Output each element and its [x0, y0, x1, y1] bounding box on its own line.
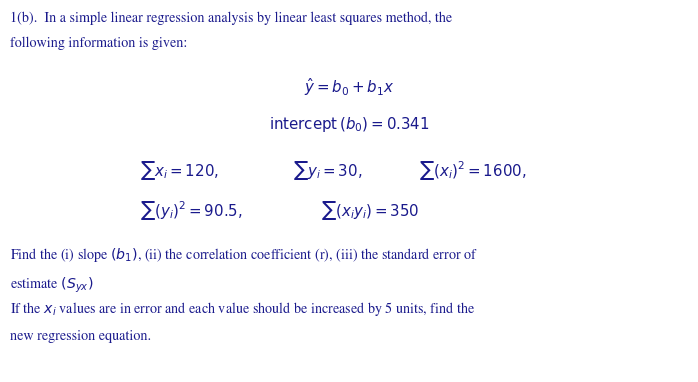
Text: $\sum y_i = 30,$: $\sum y_i = 30,$ — [293, 159, 362, 181]
Text: $\sum (y_i)^2 = 90.5,$: $\sum (y_i)^2 = 90.5,$ — [140, 199, 242, 222]
Text: If the $x_i$ values are in error and each value should be increased by 5 units, : If the $x_i$ values are in error and eac… — [10, 300, 475, 318]
Text: estimate $(S_{yx})$: estimate $(S_{yx})$ — [10, 276, 94, 295]
Text: following information is given:: following information is given: — [10, 36, 188, 50]
Text: Find the (i) slope $(b_1)$, (ii) the correlation coefficient (r), (iii) the stan: Find the (i) slope $(b_1)$, (ii) the cor… — [10, 246, 478, 264]
Text: new regression equation.: new regression equation. — [10, 329, 151, 343]
Text: $\mathrm{intercept}\,(b_0) = 0.341$: $\mathrm{intercept}\,(b_0) = 0.341$ — [269, 115, 429, 134]
Text: $\sum (x_i y_i) = 350$: $\sum (x_i y_i) = 350$ — [321, 199, 419, 222]
Text: $\sum (x_i)^2 = 1600,$: $\sum (x_i)^2 = 1600,$ — [419, 159, 526, 181]
Text: 1(b).  In a simple linear regression analysis by linear least squares method, th: 1(b). In a simple linear regression anal… — [10, 11, 452, 25]
Text: $\hat{y} = b_0 + b_1 x$: $\hat{y} = b_0 + b_1 x$ — [304, 76, 394, 98]
Text: $\sum x_i = 120,$: $\sum x_i = 120,$ — [140, 159, 218, 181]
